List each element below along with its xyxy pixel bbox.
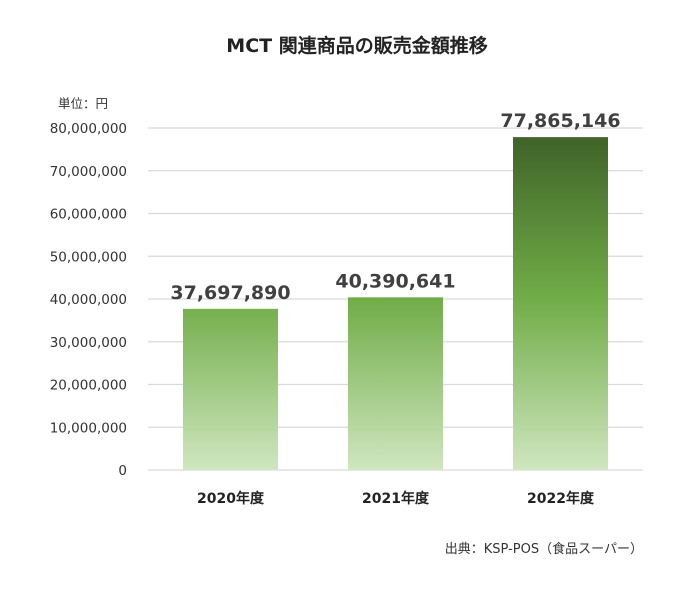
y-tick-label: 10,000,000 (50, 420, 127, 436)
y-tick-label: 60,000,000 (50, 207, 127, 223)
bar-2020年度 (183, 308, 278, 470)
bar-2021年度 (348, 297, 443, 470)
y-tick-label: 80,000,000 (50, 121, 127, 137)
y-tick-label: 50,000,000 (50, 249, 127, 265)
x-category-label: 2022年度 (527, 490, 595, 507)
data-label: 37,697,890 (170, 282, 290, 304)
data-label: 77,865,146 (500, 110, 620, 132)
y-tick-label: 0 (118, 463, 127, 479)
data-label: 40,390,641 (335, 270, 455, 292)
x-category-label: 2021年度 (362, 490, 430, 507)
y-tick-label: 40,000,000 (50, 292, 127, 308)
bar-2022年度 (513, 137, 608, 470)
chart-title: MCT 関連商品の販売金額推移 (226, 34, 487, 57)
y-tick-label: 20,000,000 (50, 378, 127, 394)
x-category-label: 2020年度 (197, 490, 265, 507)
y-tick-label: 70,000,000 (50, 164, 127, 180)
unit-label: 単位：円 (58, 96, 108, 111)
y-tick-label: 30,000,000 (50, 335, 127, 351)
source-note: 出典：KSP-POS（食品スーパー） (445, 541, 643, 557)
